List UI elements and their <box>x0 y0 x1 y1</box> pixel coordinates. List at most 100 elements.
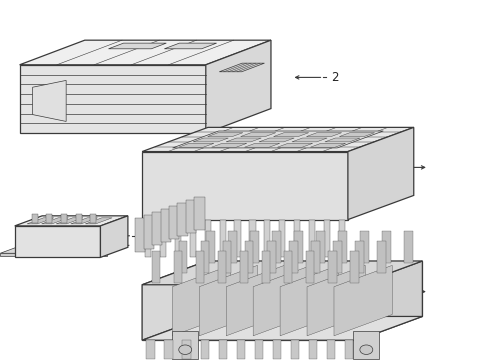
Polygon shape <box>226 138 261 142</box>
Polygon shape <box>90 253 107 256</box>
Circle shape <box>360 345 373 355</box>
Polygon shape <box>205 220 211 257</box>
Polygon shape <box>228 231 237 263</box>
Polygon shape <box>75 214 81 223</box>
Polygon shape <box>273 133 309 136</box>
Polygon shape <box>201 241 209 273</box>
Polygon shape <box>42 218 69 224</box>
Polygon shape <box>262 251 270 283</box>
Polygon shape <box>179 241 187 273</box>
Polygon shape <box>404 231 413 263</box>
Polygon shape <box>377 241 386 273</box>
Polygon shape <box>144 215 154 248</box>
Polygon shape <box>324 220 330 257</box>
Polygon shape <box>142 316 422 340</box>
Polygon shape <box>339 220 345 257</box>
Polygon shape <box>151 251 160 283</box>
Polygon shape <box>190 220 196 257</box>
Polygon shape <box>345 340 353 359</box>
Polygon shape <box>196 251 204 283</box>
Polygon shape <box>382 231 391 263</box>
Polygon shape <box>310 143 345 147</box>
Polygon shape <box>100 216 128 257</box>
Polygon shape <box>172 331 198 359</box>
Polygon shape <box>165 340 173 359</box>
Polygon shape <box>199 265 257 336</box>
Polygon shape <box>71 218 98 224</box>
Text: 2: 2 <box>331 71 338 84</box>
Polygon shape <box>61 214 67 223</box>
Polygon shape <box>142 127 414 152</box>
Polygon shape <box>207 261 422 316</box>
Polygon shape <box>255 340 263 359</box>
Polygon shape <box>292 138 327 142</box>
Polygon shape <box>0 253 18 256</box>
Polygon shape <box>277 143 313 147</box>
Polygon shape <box>218 251 226 283</box>
Polygon shape <box>259 138 294 142</box>
Polygon shape <box>173 251 182 283</box>
Polygon shape <box>219 340 227 359</box>
Polygon shape <box>237 340 245 359</box>
Polygon shape <box>294 220 300 257</box>
Polygon shape <box>32 214 38 223</box>
Polygon shape <box>311 241 319 273</box>
Polygon shape <box>250 231 259 263</box>
Polygon shape <box>172 131 383 148</box>
Polygon shape <box>27 218 54 224</box>
Polygon shape <box>160 220 166 257</box>
Polygon shape <box>108 43 166 49</box>
Polygon shape <box>15 226 100 257</box>
Polygon shape <box>241 133 276 136</box>
Polygon shape <box>235 220 241 257</box>
Polygon shape <box>333 241 342 273</box>
Polygon shape <box>15 216 128 226</box>
Polygon shape <box>152 212 162 246</box>
Polygon shape <box>306 133 342 136</box>
Polygon shape <box>334 265 392 336</box>
Polygon shape <box>249 220 255 257</box>
Circle shape <box>179 345 192 355</box>
Polygon shape <box>206 40 271 133</box>
Polygon shape <box>145 220 151 257</box>
Polygon shape <box>328 251 337 283</box>
Polygon shape <box>289 241 297 273</box>
Polygon shape <box>179 143 214 147</box>
Polygon shape <box>142 152 348 220</box>
Polygon shape <box>200 340 209 359</box>
Polygon shape <box>90 245 129 253</box>
Text: 1: 1 <box>406 161 413 174</box>
Polygon shape <box>169 206 179 239</box>
Polygon shape <box>350 251 359 283</box>
Polygon shape <box>272 340 281 359</box>
Polygon shape <box>309 220 315 257</box>
Text: 3: 3 <box>406 285 413 298</box>
Polygon shape <box>161 209 171 242</box>
Polygon shape <box>325 138 360 142</box>
Polygon shape <box>20 65 206 133</box>
Polygon shape <box>338 231 347 263</box>
Polygon shape <box>294 231 303 263</box>
Polygon shape <box>142 285 358 340</box>
Polygon shape <box>307 265 365 336</box>
Polygon shape <box>195 197 205 230</box>
Polygon shape <box>267 241 275 273</box>
Polygon shape <box>353 331 379 359</box>
Polygon shape <box>85 218 112 224</box>
Polygon shape <box>348 127 414 220</box>
Polygon shape <box>309 340 318 359</box>
Polygon shape <box>90 214 96 223</box>
Polygon shape <box>306 251 315 283</box>
Polygon shape <box>279 220 285 257</box>
Polygon shape <box>220 220 226 257</box>
Polygon shape <box>272 231 281 263</box>
Polygon shape <box>226 265 284 336</box>
Polygon shape <box>212 143 247 147</box>
Polygon shape <box>240 251 248 283</box>
Polygon shape <box>280 265 338 336</box>
Polygon shape <box>355 241 364 273</box>
Polygon shape <box>206 231 215 263</box>
Polygon shape <box>340 133 374 136</box>
Polygon shape <box>175 220 181 257</box>
Polygon shape <box>33 80 66 121</box>
